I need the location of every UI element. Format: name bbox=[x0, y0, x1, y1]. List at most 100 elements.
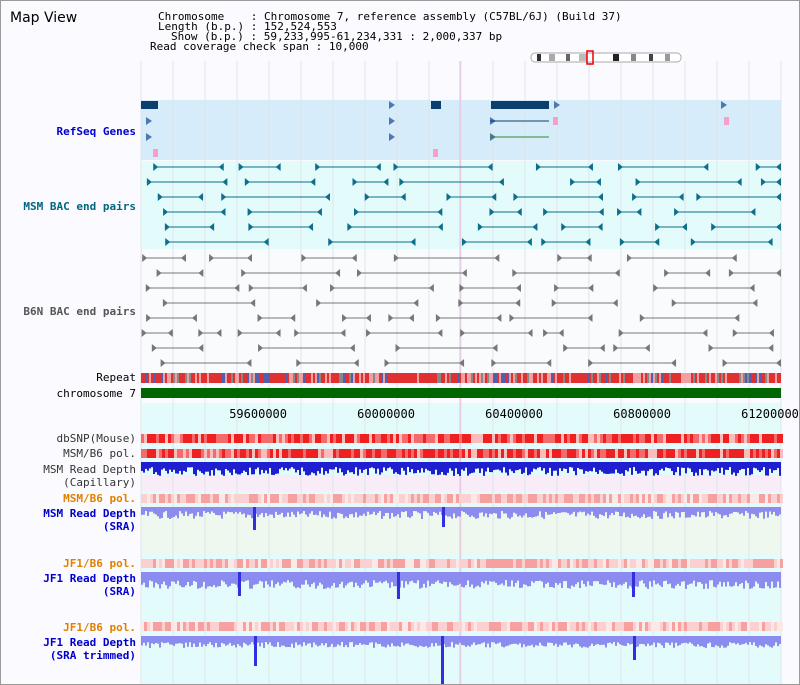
depth-bar bbox=[773, 636, 775, 646]
repeat-segment bbox=[669, 373, 671, 383]
repeat-segment bbox=[193, 373, 195, 383]
depth-bar bbox=[241, 636, 243, 648]
repeat-segment bbox=[245, 373, 247, 383]
depth-bar bbox=[699, 636, 701, 647]
bac-end bbox=[561, 223, 567, 231]
heat-cell bbox=[726, 622, 729, 631]
heat-cell bbox=[270, 449, 273, 458]
depth-bar bbox=[573, 572, 575, 587]
heat-cell bbox=[618, 559, 621, 568]
repeat-segment bbox=[577, 373, 579, 383]
depth-bar bbox=[681, 462, 683, 468]
heat-cell bbox=[186, 494, 189, 503]
repeat-segment bbox=[727, 373, 729, 383]
depth-bar bbox=[343, 636, 345, 648]
heat-cell bbox=[198, 449, 201, 458]
depth-bar bbox=[301, 572, 303, 585]
heat-cell bbox=[723, 559, 726, 568]
depth-bar bbox=[433, 507, 435, 512]
gene-block bbox=[491, 101, 549, 109]
heat-cell bbox=[216, 434, 219, 443]
depth-bar bbox=[391, 636, 393, 644]
depth-bar bbox=[361, 462, 363, 473]
heat-cell bbox=[645, 449, 648, 458]
depth-bar bbox=[199, 636, 201, 643]
heat-cell bbox=[627, 434, 630, 443]
heat-cell bbox=[423, 494, 426, 503]
depth-bar bbox=[439, 462, 441, 475]
heat-cell bbox=[768, 494, 771, 503]
depth-bar bbox=[777, 572, 779, 582]
depth-bar bbox=[269, 462, 271, 469]
heat-cell bbox=[291, 434, 294, 443]
bac-end bbox=[674, 208, 680, 216]
depth-bar bbox=[305, 462, 307, 475]
heat-cell bbox=[675, 449, 678, 458]
track-label-dbsnp: dbSNP(Mouse) bbox=[57, 432, 136, 445]
heat-cell bbox=[540, 434, 543, 443]
depth-bar bbox=[453, 572, 455, 586]
heat-cell bbox=[741, 494, 744, 503]
bac-end bbox=[760, 178, 766, 186]
heat-cell bbox=[279, 434, 282, 443]
heat-cell bbox=[699, 559, 702, 568]
depth-bar bbox=[345, 572, 347, 586]
depth-bar bbox=[749, 636, 751, 643]
heat-cell bbox=[588, 494, 591, 503]
heat-cell bbox=[213, 434, 216, 443]
depth-bar bbox=[687, 507, 689, 518]
heat-cell bbox=[162, 494, 165, 503]
depth-bar bbox=[455, 636, 457, 645]
depth-bar bbox=[359, 462, 361, 470]
repeat-segment bbox=[523, 373, 525, 383]
repeat-segment bbox=[503, 373, 505, 383]
heat-cell bbox=[276, 434, 279, 443]
depth-bar bbox=[389, 462, 391, 468]
heat-cell bbox=[720, 622, 723, 631]
depth-bar bbox=[163, 636, 165, 644]
depth-bar bbox=[679, 462, 681, 476]
depth-bar bbox=[581, 572, 583, 581]
depth-bar bbox=[171, 572, 173, 582]
repeat-segment bbox=[483, 373, 485, 383]
depth-bar bbox=[649, 507, 651, 517]
depth-bar bbox=[475, 572, 477, 587]
heat-cell bbox=[531, 434, 534, 443]
heat-cell bbox=[666, 494, 669, 503]
repeat-segment bbox=[749, 373, 751, 383]
heat-cell bbox=[387, 494, 390, 503]
depth-bar bbox=[571, 462, 573, 468]
heat-cell bbox=[582, 449, 585, 458]
repeat-segment bbox=[673, 373, 675, 383]
heat-cell bbox=[678, 622, 681, 631]
depth-bar bbox=[309, 462, 311, 475]
depth-bar bbox=[769, 507, 771, 512]
heat-cell bbox=[567, 559, 570, 568]
gene-block bbox=[141, 101, 158, 109]
depth-bar bbox=[489, 572, 491, 582]
depth-bar bbox=[767, 507, 769, 518]
depth-bar bbox=[427, 572, 429, 581]
heat-cell bbox=[315, 622, 318, 631]
depth-bar bbox=[363, 462, 365, 470]
depth-bar bbox=[297, 462, 299, 471]
heat-cell bbox=[459, 449, 462, 458]
repeat-segment bbox=[645, 373, 647, 383]
depth-bar bbox=[345, 462, 347, 475]
repeat-segment bbox=[769, 373, 771, 383]
gene-arrow bbox=[389, 133, 395, 141]
repeat-segment bbox=[315, 373, 317, 383]
heat-cell bbox=[183, 494, 186, 503]
heat-cell bbox=[663, 622, 666, 631]
bac-end bbox=[180, 254, 186, 262]
depth-bar bbox=[221, 507, 223, 519]
heat-cell bbox=[498, 494, 501, 503]
repeat-segment bbox=[585, 373, 587, 383]
depth-bar bbox=[333, 572, 335, 583]
heat-cell bbox=[195, 434, 198, 443]
depth-bar bbox=[427, 462, 429, 471]
heat-cell bbox=[144, 494, 147, 503]
heat-cell bbox=[546, 494, 549, 503]
bac-end bbox=[257, 314, 263, 322]
